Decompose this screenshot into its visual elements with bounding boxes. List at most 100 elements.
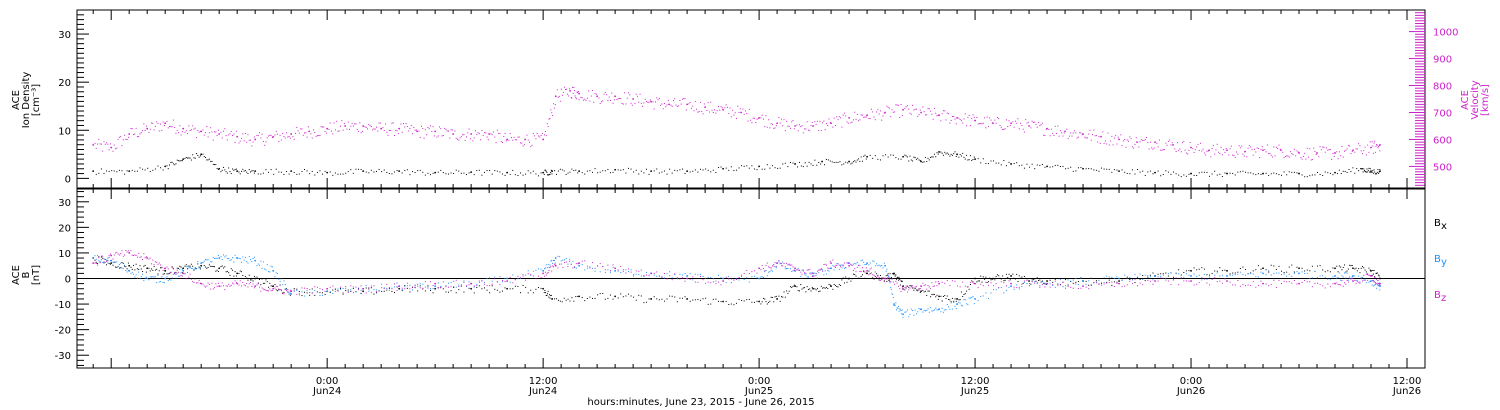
bz-point (865, 267, 867, 269)
bx-point (1275, 268, 1277, 270)
velocity-point (1106, 143, 1108, 145)
by-point (334, 288, 336, 290)
velocity-point (869, 118, 871, 120)
bz-point (1340, 284, 1342, 286)
bz-point (519, 277, 521, 279)
bz-point (522, 275, 524, 277)
velocity-point (572, 92, 574, 94)
by-point (548, 266, 550, 268)
bx-point (1021, 276, 1023, 278)
bx-point (135, 263, 137, 265)
bz-point (550, 265, 552, 267)
bx-point (797, 290, 799, 292)
velocity-point (1182, 142, 1184, 144)
velocity-point (688, 103, 690, 105)
density-point (203, 156, 205, 158)
by-point (158, 281, 160, 283)
density-point (417, 170, 419, 172)
velocity-point (1080, 132, 1082, 134)
velocity-point (1378, 145, 1380, 147)
density-point (900, 158, 902, 160)
bx-point (1075, 281, 1077, 283)
by-point (211, 261, 213, 263)
bz-point (1101, 284, 1103, 286)
density-point (1111, 171, 1113, 173)
by-point (388, 289, 390, 291)
bz-point (1131, 282, 1133, 284)
bx-point (645, 301, 647, 303)
bx-point (836, 285, 838, 287)
by-point (1232, 274, 1234, 276)
by-point (178, 275, 180, 277)
by-point (697, 274, 699, 276)
density-point (1178, 174, 1180, 176)
velocity-point (434, 130, 437, 133)
bx-point (200, 264, 203, 267)
velocity-point (991, 122, 993, 124)
density-point (1374, 173, 1376, 175)
density-point (627, 167, 629, 169)
bz-point (802, 269, 804, 271)
velocity-point (488, 133, 491, 135)
density-point (699, 168, 701, 170)
bx-point (545, 292, 547, 294)
by-point (987, 298, 989, 300)
bx-point (669, 295, 671, 297)
density-point (1226, 172, 1228, 175)
density-point (365, 171, 367, 173)
top-left-ylabel-line: Ion Density (21, 72, 32, 129)
by-point (890, 287, 892, 289)
density-point (1252, 173, 1254, 175)
velocity-point (822, 122, 824, 124)
density-point (938, 151, 940, 153)
velocity-point (958, 117, 960, 119)
bottom-left-ylabel: ACE B [nT] (11, 265, 42, 285)
by-point (112, 261, 114, 263)
bz-point (161, 267, 163, 269)
bz-point (1250, 284, 1252, 286)
by-point (888, 275, 890, 277)
bz-point (730, 282, 732, 284)
density-point (940, 151, 942, 153)
by-point (1376, 287, 1378, 289)
velocity-point (368, 124, 370, 126)
by-point (1134, 273, 1136, 275)
by-point (117, 265, 119, 267)
bz-point (1311, 286, 1313, 288)
velocity-point (300, 128, 302, 130)
bx-point (969, 284, 971, 286)
bx-point (239, 270, 241, 272)
density-point (193, 157, 195, 159)
bx-point (550, 294, 552, 296)
bx-point (182, 267, 185, 270)
bz-point (262, 288, 264, 290)
density-point (1029, 166, 1031, 168)
velocity-point (257, 135, 259, 137)
by-point (193, 269, 195, 271)
by-point (163, 282, 165, 284)
by-point (274, 276, 276, 278)
density-point (987, 163, 989, 165)
bz-point (886, 278, 888, 280)
velocity-point (336, 120, 338, 122)
density-point (859, 160, 861, 162)
velocity-point (1185, 152, 1187, 154)
bx-point (365, 287, 367, 289)
density-point (1364, 170, 1366, 172)
by-point (786, 268, 788, 270)
bz-point (1372, 280, 1374, 282)
bz-point (850, 263, 852, 265)
density-point (922, 161, 924, 163)
bx-point (1324, 271, 1326, 273)
by-point (1008, 286, 1010, 288)
bx-point (112, 264, 114, 266)
bx-point (733, 304, 735, 306)
velocity-point (246, 141, 248, 143)
density-point (157, 165, 159, 167)
bx-point (599, 293, 601, 295)
bx-point (989, 277, 991, 279)
density-point (494, 170, 496, 172)
velocity-point (972, 114, 974, 116)
by-point (870, 267, 872, 269)
velocity-point (1115, 135, 1117, 137)
